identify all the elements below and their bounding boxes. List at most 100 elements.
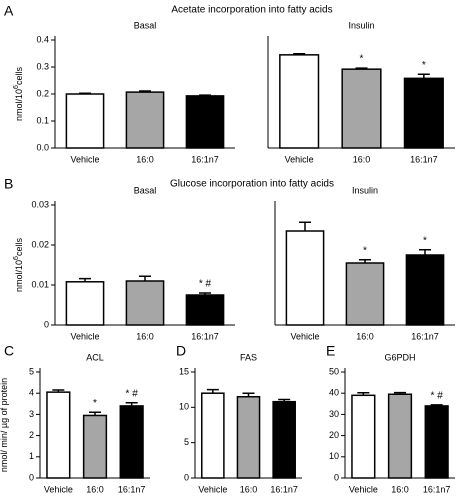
- bar: [125, 91, 165, 149]
- significance-mark: *: [93, 398, 97, 409]
- y-tick-label: 1: [29, 451, 34, 461]
- x-tick-label: 16:1n7: [191, 331, 219, 341]
- x-tick-label: 16:0: [136, 331, 154, 341]
- y-axis-label: nmol/106cells: [13, 67, 25, 121]
- y-label-text: nmol/ min/ µg of protein: [0, 378, 9, 472]
- y-tick-label: 0: [334, 472, 339, 482]
- y-tick-label: 5: [184, 437, 189, 447]
- panel-label: B: [4, 176, 13, 192]
- x-tick-label: Vehicle: [44, 484, 73, 494]
- error-bar: [278, 398, 291, 402]
- bar: [285, 230, 325, 326]
- y-tick-label: 50: [329, 366, 339, 376]
- x-tick-label: Vehicle: [198, 484, 227, 494]
- y-tick-label: 0: [29, 472, 34, 482]
- subtitle: G6PDH: [384, 352, 415, 362]
- y-tick-label: 10: [179, 402, 189, 412]
- panel-label: A: [4, 3, 14, 19]
- bar: [46, 391, 71, 479]
- x-tick-label: Vehicle: [285, 154, 314, 164]
- bar: [185, 95, 225, 149]
- error-bar: [89, 411, 101, 416]
- y-axis-label: nmol/106cells: [13, 238, 25, 292]
- bar: [341, 68, 382, 149]
- y-tick-label: 0.2: [36, 88, 49, 98]
- x-tick-label: Vehicle: [349, 484, 378, 494]
- y-label-tail: cells: [14, 238, 24, 257]
- y-label-text: nmol/10: [14, 260, 24, 292]
- y-tick-label: 0: [184, 472, 189, 482]
- error-bar: [139, 90, 151, 93]
- y-tick-label: 0: [44, 319, 49, 329]
- error-bar: [139, 275, 151, 281]
- x-tick-label: 16:1n7: [411, 331, 439, 341]
- y-label-sup: 6: [13, 85, 20, 89]
- y-tick-label: 0.02: [31, 239, 49, 249]
- bar: [201, 392, 225, 479]
- significance-mark: *: [422, 60, 426, 71]
- x-tick-label: 16:1n7: [270, 484, 298, 494]
- subtitle: Insulin: [348, 20, 374, 30]
- x-tick-label: 16:0: [240, 484, 258, 494]
- y-label-tail: cells: [14, 67, 24, 86]
- y-tick-label: 0.1: [36, 115, 49, 125]
- panel-title: Glucose incorporation into fatty acids: [170, 179, 334, 190]
- y-tick-label: 0.01: [31, 279, 49, 289]
- error-bar: [299, 221, 311, 231]
- bar: [405, 254, 445, 326]
- y-tick-label: 0.3: [36, 61, 49, 71]
- bar: [119, 405, 144, 479]
- x-tick-label: 16:0: [356, 331, 374, 341]
- x-tick-label: 16:0: [353, 154, 371, 164]
- bar: [351, 394, 376, 479]
- error-bar: [242, 392, 255, 397]
- y-tick-label: 0.0: [36, 142, 49, 152]
- subtitle: Basal: [134, 185, 157, 195]
- subtitle: Insulin: [352, 185, 378, 195]
- error-bar: [430, 404, 443, 406]
- significance-mark: *: [423, 235, 427, 246]
- x-tick-label: 16:1n7: [118, 484, 146, 494]
- x-tick-label: Vehicle: [290, 331, 319, 341]
- panel-label: D: [176, 343, 186, 359]
- error-bar: [199, 94, 211, 96]
- x-tick-label: 16:1n7: [410, 154, 438, 164]
- bar: [387, 393, 413, 479]
- x-tick-label: 16:1n7: [423, 484, 451, 494]
- error-bar: [419, 249, 431, 255]
- y-tick-label: 3: [29, 409, 34, 419]
- x-tick-label: Vehicle: [70, 154, 99, 164]
- bar: [403, 77, 444, 149]
- x-tick-label: 16:1n7: [191, 154, 219, 164]
- significance-mark: * #: [431, 391, 444, 402]
- y-tick-label: 10: [329, 451, 339, 461]
- panel-label: C: [4, 343, 14, 359]
- subtitle: FAS: [240, 352, 257, 362]
- x-tick-label: Vehicle: [70, 331, 99, 341]
- panel-label: E: [326, 343, 335, 359]
- y-tick-label: 30: [329, 409, 339, 419]
- bar: [125, 280, 165, 326]
- y-tick-label: 20: [329, 430, 339, 440]
- bar: [65, 281, 105, 326]
- bar: [185, 294, 225, 326]
- error-bar: [52, 389, 65, 393]
- error-bar: [79, 92, 91, 94]
- y-tick-label: 0.03: [31, 199, 49, 209]
- error-bar: [293, 53, 306, 55]
- bar: [236, 395, 261, 479]
- error-bar: [125, 401, 138, 406]
- x-tick-label: 16:0: [86, 484, 104, 494]
- y-tick-label: 0.4: [36, 34, 49, 44]
- significance-mark: * #: [126, 388, 139, 399]
- significance-mark: *: [363, 245, 367, 256]
- y-tick-label: 40: [329, 388, 339, 398]
- error-bar: [357, 392, 370, 396]
- y-tick-label: 2: [29, 430, 34, 440]
- significance-mark: *: [360, 54, 364, 65]
- error-bar: [199, 292, 211, 295]
- x-tick-label: 16:0: [391, 484, 409, 494]
- error-bar: [394, 391, 406, 395]
- error-bar: [206, 388, 219, 394]
